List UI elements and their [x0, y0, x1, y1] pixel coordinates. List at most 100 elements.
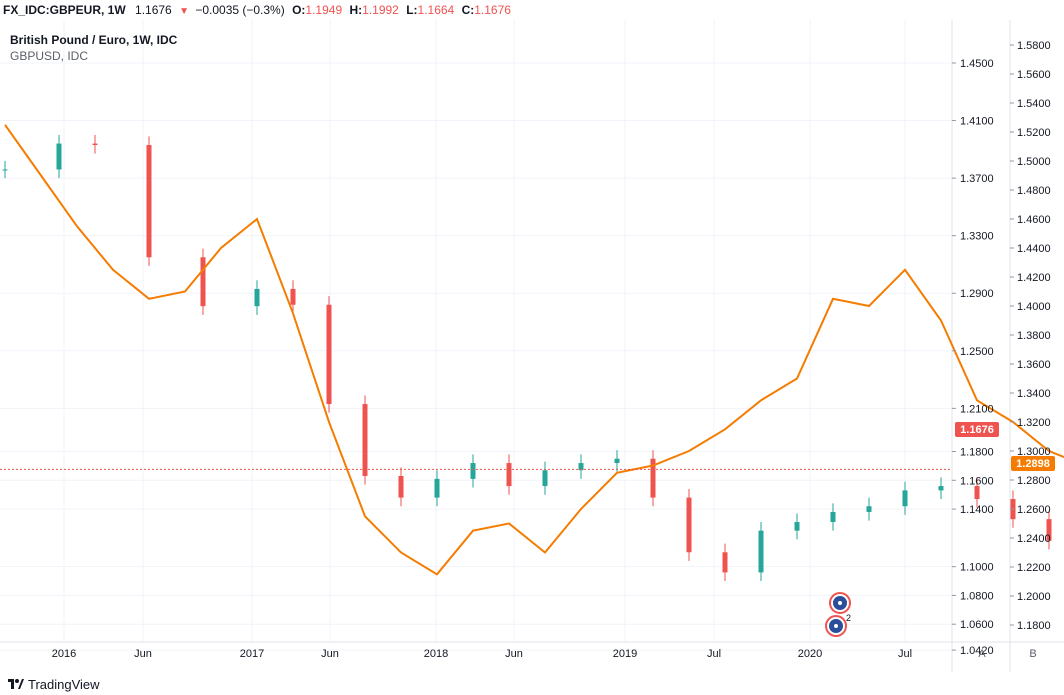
- close-label: C:: [461, 3, 475, 17]
- left-last-value: 1.1676: [960, 424, 994, 436]
- price-change: −0.0035 (−0.3%): [195, 3, 285, 17]
- candle-body: [938, 486, 944, 491]
- legend-main-series[interactable]: British Pound / Euro, 1W, IDC: [10, 33, 178, 47]
- left-tick-label: 1.0420: [960, 645, 994, 657]
- left-tick-label: 1.2100: [960, 403, 994, 415]
- left-tick-label: 1.4100: [960, 116, 994, 128]
- left-tick-label: 1.2500: [960, 346, 994, 358]
- candle-body: [830, 511, 836, 523]
- time-axis[interactable]: 2016 Jun 2017 Jun 2018 Jun 2019 Jul 2020 Jul: [52, 648, 912, 660]
- right-tick-label: 1.4000: [1017, 301, 1051, 313]
- candle-body: [362, 404, 368, 476]
- candle-body: [434, 478, 440, 498]
- candle-body: [470, 463, 476, 479]
- candle-body: [56, 143, 62, 170]
- left-last-value-tag: [955, 422, 999, 437]
- candle-body: [200, 257, 206, 307]
- time-tick-label: Jun: [505, 648, 523, 660]
- grid-lines: [0, 20, 952, 651]
- candle-body: [902, 490, 908, 507]
- candle-body: [758, 530, 764, 573]
- left-tick-label: 1.1400: [960, 504, 994, 516]
- right-tick-label: 1.4600: [1017, 214, 1051, 226]
- candle-body: [398, 475, 404, 498]
- right-tick-label: 1.5800: [1017, 40, 1051, 52]
- right-tick-label: 1.5000: [1017, 156, 1051, 168]
- left-tick-label: 1.1600: [960, 475, 994, 487]
- time-tick-label: Jul: [898, 648, 912, 660]
- right-tick-label: 1.4400: [1017, 243, 1051, 255]
- left-tick-label: 1.0800: [960, 590, 994, 602]
- candle-body: [794, 522, 800, 531]
- right-tick-label: 1.3000: [1017, 446, 1051, 458]
- candle-body: [2, 169, 8, 171]
- time-tick-label: 2016: [52, 648, 76, 660]
- right-tick-label: 1.2200: [1017, 562, 1051, 574]
- tradingview-brand[interactable]: TradingView: [8, 677, 100, 692]
- calendar-event-icon-2[interactable]: [825, 615, 847, 637]
- candle-body: [542, 470, 548, 487]
- right-tick-label: 1.4800: [1017, 185, 1051, 197]
- right-tick-label: 1.2000: [1017, 591, 1051, 603]
- right-tick-label: 1.1800: [1017, 620, 1051, 632]
- right-tick-label: 1.5400: [1017, 98, 1051, 110]
- left-tick-label: 1.3700: [960, 173, 994, 185]
- right-tick-label: 1.2600: [1017, 504, 1051, 516]
- right-tick-label: 1.5200: [1017, 127, 1051, 139]
- candle-body: [686, 497, 692, 553]
- left-tick-label: 1.3300: [960, 231, 994, 243]
- right-tick-label: 1.4200: [1017, 272, 1051, 284]
- time-tick-label: Jun: [321, 648, 339, 660]
- symbol-title[interactable]: FX_IDC:GBPEUR, 1W: [3, 3, 126, 17]
- candlestick-series: [2, 134, 1052, 582]
- right-tick-label: 1.2400: [1017, 533, 1051, 545]
- candle-body: [722, 552, 728, 573]
- open-value: 1.1949: [305, 3, 343, 17]
- low-value: 1.1664: [417, 3, 455, 17]
- legend-compare-series[interactable]: GBPUSD, IDC: [10, 49, 88, 63]
- price-chart[interactable]: 1.4500 1.4100 1.3700 1.3300 1.2900 1.2500 1.21…: [0, 20, 1064, 672]
- left-tick-label: 1.4500: [960, 58, 994, 70]
- left-tick-label: 1.2900: [960, 288, 994, 300]
- calendar-event-icon[interactable]: [829, 592, 851, 614]
- right-tick-label: 1.5600: [1017, 69, 1051, 81]
- time-tick-label: 2017: [240, 648, 264, 660]
- candle-body: [974, 486, 980, 500]
- right-tick-label: 1.3400: [1017, 388, 1051, 400]
- left-tick-label: 1.0600: [960, 619, 994, 631]
- open-label: O:: [292, 3, 306, 17]
- left-tick-label: 1.1000: [960, 562, 994, 574]
- auto-scale-b-button[interactable]: B: [1029, 648, 1036, 660]
- quote-header: FX_IDC:GBPEUR, 1W 1.1676 ▼ −0.0035 (−0.3…: [0, 0, 1064, 20]
- candle-body: [866, 506, 872, 512]
- tradingview-logo-icon: [8, 679, 24, 689]
- candle-body: [650, 458, 656, 498]
- left-price-axis[interactable]: 1.4500 1.4100 1.3700 1.3300 1.2900 1.2500 1.21…: [952, 58, 994, 657]
- high-label: H:: [349, 3, 363, 17]
- candle-body: [614, 458, 620, 464]
- event-count-badge: 2: [846, 613, 851, 623]
- candle-body: [92, 143, 98, 146]
- left-tick-label: 1.1800: [960, 447, 994, 459]
- plot-area[interactable]: [0, 20, 952, 642]
- candle-body: [578, 463, 584, 471]
- time-tick-label: Jul: [707, 648, 721, 660]
- auto-scale-a-button[interactable]: A: [978, 648, 986, 660]
- high-value: 1.1992: [362, 3, 399, 17]
- last-price: 1.1676: [135, 3, 172, 17]
- time-tick-label: Jun: [134, 648, 152, 660]
- candle-body: [326, 304, 332, 405]
- time-tick-label: 2019: [613, 648, 637, 660]
- right-tick-label: 1.3600: [1017, 359, 1051, 371]
- candle-body: [290, 288, 296, 305]
- time-tick-label: 2018: [424, 648, 448, 660]
- right-tick-label: 1.3200: [1017, 417, 1051, 429]
- right-price-axis[interactable]: 1.5800 1.5600 1.5400 1.5200 1.5000 1.4800 1.46…: [1010, 40, 1051, 632]
- low-label: L:: [406, 3, 418, 17]
- right-last-value: 1.2898: [1016, 458, 1050, 470]
- right-tick-label: 1.3800: [1017, 330, 1051, 342]
- right-last-value-tag: [1011, 456, 1055, 471]
- close-value: 1.1676: [474, 3, 511, 17]
- time-tick-label: 2020: [798, 648, 822, 660]
- footer-bar: TradingView: [0, 672, 1064, 695]
